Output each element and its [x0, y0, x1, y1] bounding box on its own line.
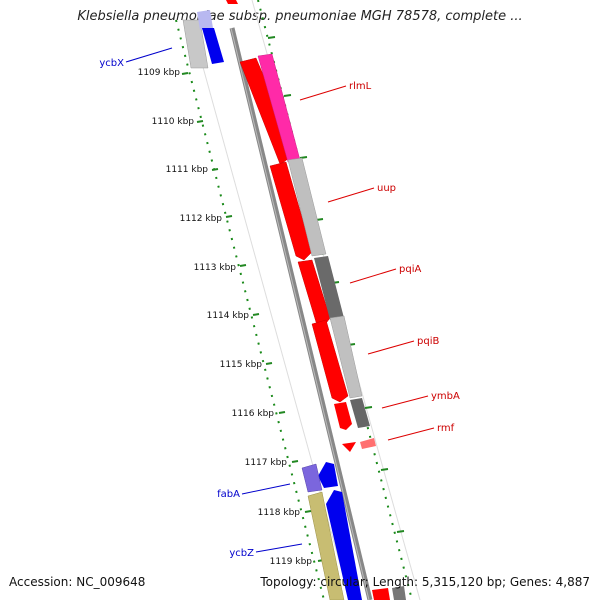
kbp-label: 1111 kbp [166, 165, 209, 175]
gene-reverse-blue-1[interactable] [202, 28, 224, 64]
gene-reverse-blue-2[interactable] [318, 462, 338, 488]
kbp-label: 1110 kbp [152, 117, 195, 127]
gene-label-ycbx[interactable]: ycbX [99, 58, 124, 69]
gene-label-pqib[interactable]: pqiB [417, 336, 439, 347]
gene-ycbx-lightblue[interactable] [197, 10, 213, 30]
gene-partial-top[interactable] [226, 0, 238, 4]
gene-rmf-pink[interactable] [360, 438, 376, 449]
gene-rmf[interactable] [342, 442, 356, 452]
forward-label-leaders [299, 85, 435, 441]
kbp-label: 1116 kbp [232, 409, 275, 419]
kbp-label: 1119 kbp [270, 557, 313, 567]
kbp-label: 1115 kbp [220, 360, 263, 370]
kbp-label: 1118 kbp [258, 508, 301, 518]
gene-uup[interactable] [269, 161, 313, 261]
gene-pqia-darkgray[interactable] [314, 256, 344, 320]
gene-label-uup[interactable]: uup [377, 183, 396, 194]
gene-pqia[interactable] [297, 259, 331, 327]
inner-tick-track [175, 19, 325, 600]
gene-label-ycbz[interactable]: ycbZ [229, 548, 254, 559]
kbp-label: 1114 kbp [207, 311, 250, 321]
gene-bottom-gray[interactable] [392, 586, 406, 600]
kbp-label: 1117 kbp [245, 458, 288, 468]
reverse-label-leaders [125, 47, 303, 553]
gene-reverse-blue-3[interactable] [326, 490, 362, 600]
outer-major-ticks [267, 36, 405, 533]
kbp-label: 1109 kbp [138, 68, 181, 78]
gene-label-rlml[interactable]: rlmL [349, 81, 372, 92]
genome-backbone [229, 27, 373, 600]
kbp-label: 1112 kbp [180, 214, 223, 224]
gene-bottom-red[interactable] [372, 588, 390, 600]
gene-ycbx-part[interactable] [182, 19, 209, 69]
gene-ymba[interactable] [334, 402, 352, 430]
genome-backbone-highlight [230, 27, 370, 600]
gene-label-faba[interactable]: fabA [217, 489, 240, 500]
gene-faba[interactable] [301, 463, 323, 493]
gene-pqib[interactable] [311, 319, 349, 403]
genome-summary: Topology: circular; Length: 5,315,120 bp… [260, 575, 590, 589]
gene-label-pqia[interactable]: pqiA [399, 264, 421, 275]
gene-pqib-gray[interactable] [329, 315, 363, 399]
accession-label: Accession: NC_009648 [9, 575, 146, 589]
gene-ymba-darkgray[interactable] [350, 398, 370, 428]
gene-uup-gray[interactable] [287, 157, 327, 257]
gene-label-ymba[interactable]: ymbA [431, 391, 460, 402]
inner-major-ticks [181, 72, 325, 562]
kbp-tick-labels: 1109 kbp 1110 kbp 1111 kbp 1112 kbp 1113… [138, 68, 313, 567]
gene-label-rmf[interactable]: rmf [437, 423, 455, 434]
forward-gene-labels: rlmL uup pqiA pqiB ymbA rmf [349, 81, 460, 434]
reverse-gene-labels: ycbX fabA ycbZ [99, 58, 254, 559]
kbp-label: 1113 kbp [194, 263, 237, 273]
gene-ycbz[interactable] [307, 491, 345, 600]
